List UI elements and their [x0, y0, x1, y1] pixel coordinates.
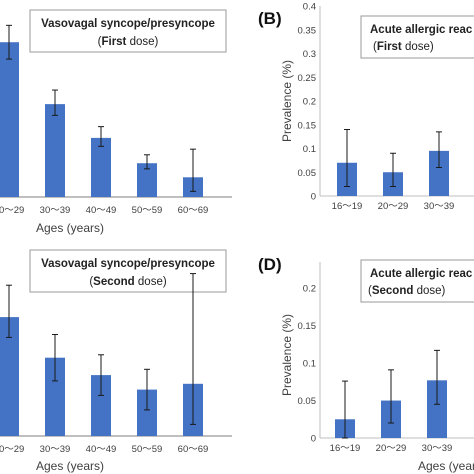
panel-a-x-tick-label-5: 60〜69: [178, 205, 209, 216]
panel-b-bar-3: [429, 150, 449, 196]
panel-b-x-tick-label-1: 16〜19: [332, 201, 363, 212]
panel-b-y-tick-label-8: 0.35: [298, 25, 317, 36]
panel-a-bar-1: [0, 42, 19, 197]
panel-b-x-tick-label-2: 20〜29: [378, 201, 409, 212]
panel-b-y-tick-label-2: 0.05: [298, 168, 317, 179]
panel-a-title-box: [29, 9, 227, 53]
panel-a-x-tick-label-3: 40〜49: [86, 205, 117, 216]
panel-a-subtitle: (First dose): [98, 36, 159, 48]
panel-d-title-box: [360, 259, 474, 303]
panel-b: (B) Acute allergic reac (First dose) 0 0.…: [258, 2, 474, 212]
panel-d-x-tick-label-1: 16〜19: [330, 443, 361, 454]
panel-a-bar-4: [137, 163, 157, 197]
panel-d-bar-3: [427, 380, 447, 438]
panel-a-x-tick-label-2: 30〜39: [40, 205, 71, 216]
panel-d-x-tick-label-3: 30〜39: [422, 443, 453, 454]
panel-c-bar-3: [91, 375, 111, 436]
panel-b-x-tick-label-3: 30〜39: [424, 201, 455, 212]
panel-b-y-tick-label-3: 0.1: [303, 144, 316, 155]
panel-b-y-tick-label-4: 0.15: [298, 120, 317, 131]
panel-c-title: Vasovagal syncope/presyncope: [41, 258, 215, 270]
panel-d-marks: [335, 349, 447, 439]
panel-a-title: Vasovagal syncope/presyncope: [41, 18, 215, 30]
panel-d-y-tick-label-1: 0: [311, 434, 316, 445]
panel-b-y-ticks: 0 0.05 0.1 0.15 0.2 0.25 0.3 0.35 0.4: [298, 2, 317, 203]
panel-d-subtitle: (Second dose): [368, 285, 446, 297]
panel-a-x-tick-label-4: 50〜59: [132, 205, 163, 216]
panel-c-x-tick-label-3: 40〜49: [86, 444, 117, 455]
panel-c-bar-4: [137, 389, 157, 436]
panel-a-x-ticks: 20〜29 30〜39 40〜49 50〜59 60〜69: [0, 205, 208, 216]
panel-d-y-axis-label: Prevalence (%): [280, 314, 294, 396]
panel-c-bar-2: [45, 357, 65, 436]
panel-b-title-box: [360, 15, 474, 59]
panel-b-letter: (B): [258, 9, 282, 28]
panel-d-x-tick-label-2: 20〜29: [376, 443, 407, 454]
panel-d-x-axis-label: Ages (years): [418, 459, 474, 473]
panel-b-title: Acute allergic reac: [370, 24, 473, 36]
panel-a-bar-2: [45, 104, 65, 197]
panel-d-y-ticks: 0 0.05 0.1 0.15 0.2: [298, 284, 317, 445]
panel-d-y-tick-label-3: 0.1: [303, 359, 316, 370]
panel-c-x-tick-label-5: 60〜69: [178, 444, 209, 455]
panel-d-y-tick-label-2: 0.05: [298, 396, 317, 407]
panel-b-y-tick-label-1: 0: [311, 192, 316, 203]
panel-a-bar-3: [91, 137, 111, 197]
panel-b-marks: [337, 129, 449, 196]
panel-c-x-axis-label: Ages (years): [36, 459, 104, 473]
panel-b-subtitle: (First dose): [373, 41, 434, 53]
panel-a-marks: [0, 24, 203, 197]
panel-a-x-axis-label: Ages (years): [36, 221, 104, 235]
panel-d-y-tick-label-4: 0.15: [298, 321, 317, 332]
panel-c-x-tick-label-4: 50〜59: [132, 444, 163, 455]
panel-c-x-tick-label-2: 30〜39: [40, 444, 71, 455]
panel-d-letter: (D): [258, 255, 282, 274]
panel-c-x-tick-label-1: 20〜29: [0, 444, 24, 455]
panel-b-y-tick-label-5: 0.2: [303, 97, 316, 108]
panel-d-title: Acute allergic reac: [370, 268, 473, 280]
panel-a: Vasovagal syncope/presyncope (First dose…: [0, 9, 232, 235]
panel-a-x-tick-label-1: 20〜29: [0, 205, 24, 216]
panel-d-y-tick-label-5: 0.2: [303, 284, 316, 295]
panel-c-x-ticks: 20〜29 30〜39 40〜49 50〜59 60〜69: [0, 444, 208, 455]
panel-b-y-tick-label-6: 0.25: [298, 73, 317, 84]
panel-b-y-tick-label-7: 0.3: [303, 49, 316, 60]
panel-c-bar-1: [0, 317, 19, 436]
panel-c-subtitle: (Second dose): [89, 276, 167, 288]
panel-b-y-axis-label: Prevalence (%): [280, 60, 294, 142]
panel-c: Vasovagal syncope/presyncope (Second dos…: [0, 249, 232, 473]
panel-b-y-tick-label-9: 0.4: [303, 2, 316, 13]
panel-d: (D) Acute allergic reac (Second dose) 00…: [258, 255, 474, 473]
panel-c-marks: [0, 273, 203, 436]
